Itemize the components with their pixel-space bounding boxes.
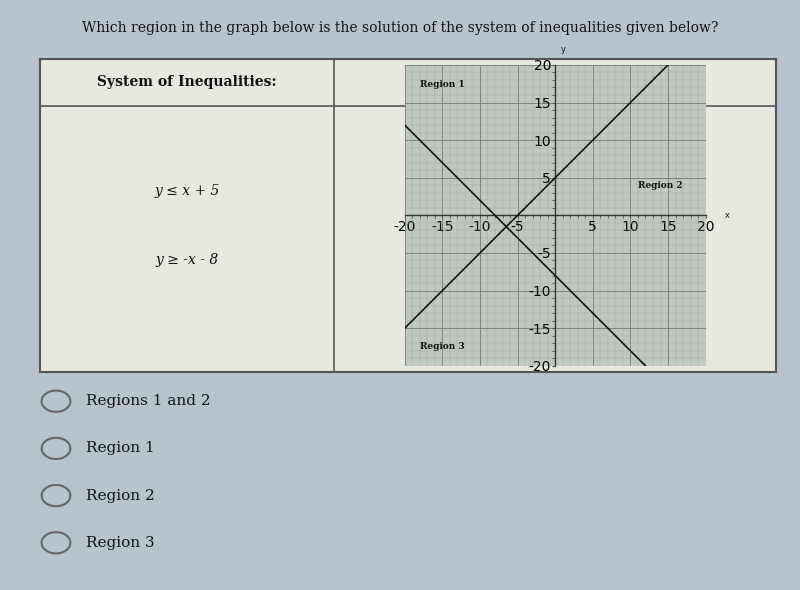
Text: y ≤ x + 5: y ≤ x + 5	[154, 184, 220, 198]
Text: Graph: Graph	[531, 76, 579, 90]
Text: Region 3: Region 3	[420, 342, 465, 350]
Text: Region 3: Region 3	[86, 536, 155, 550]
Text: y: y	[562, 45, 566, 54]
Text: Region 1: Region 1	[420, 80, 465, 89]
Text: x: x	[725, 211, 730, 220]
Text: Region 2: Region 2	[638, 181, 682, 190]
Text: System of Inequalities:: System of Inequalities:	[98, 76, 277, 90]
Text: Which region in the graph below is the solution of the system of inequalities gi: Which region in the graph below is the s…	[82, 21, 718, 35]
Text: Regions 1 and 2: Regions 1 and 2	[86, 394, 211, 408]
Text: Region 2: Region 2	[86, 489, 155, 503]
Text: y ≥ -x - 8: y ≥ -x - 8	[155, 253, 219, 267]
Text: Region 1: Region 1	[86, 441, 155, 455]
